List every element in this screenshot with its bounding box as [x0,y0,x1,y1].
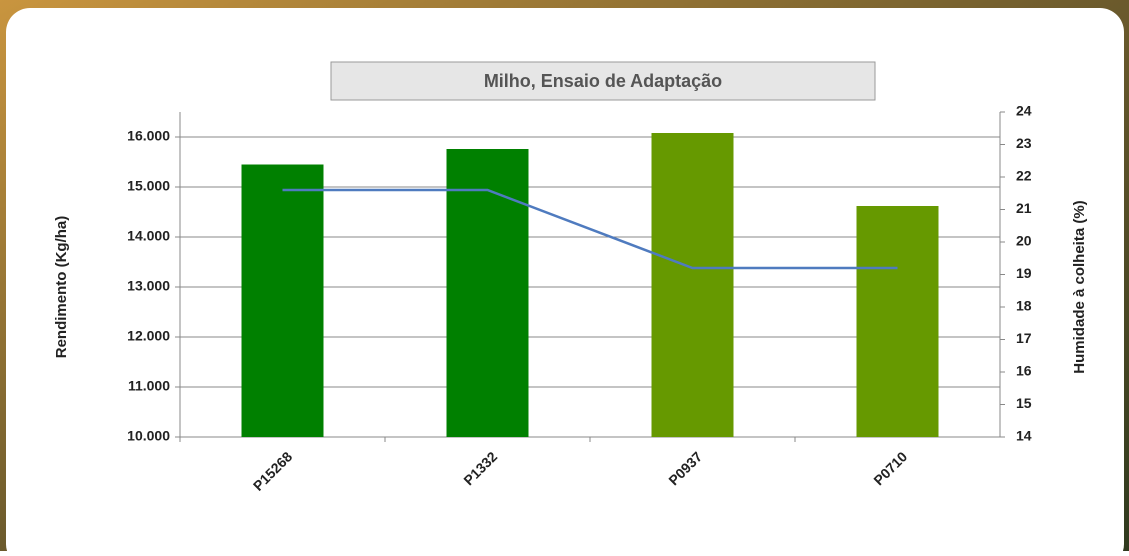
chart-title: Milho, Ensaio de Adaptação [484,71,722,91]
y2-tick-label: 21 [1016,200,1032,216]
bar [446,149,529,437]
y-tick-label: 14.000 [127,228,170,244]
y2-tick-label: 14 [1016,428,1032,444]
y-axis-label: Rendimento (Kg/ha) [53,216,70,359]
y2-tick-label: 16 [1016,363,1032,379]
y2-tick-label: 19 [1016,265,1032,281]
y2-tick-label: 20 [1016,233,1032,249]
y-tick-label: 12.000 [127,328,170,344]
y-tick-label: 11.000 [128,378,170,394]
bar [651,133,734,437]
bar [856,206,939,437]
y-tick-label: 15.000 [127,178,170,194]
y-tick-label: 10.000 [127,428,170,444]
y-tick-label: 16.000 [127,128,170,144]
y2-tick-label: 18 [1016,298,1032,314]
y2-tick-label: 23 [1016,135,1032,151]
title-box [330,61,876,101]
y2-tick-label: 17 [1016,330,1032,346]
y-tick-label: 13.000 [127,278,170,294]
line [282,188,898,270]
y2-axis-label: Humidade à colheita (%) [1071,200,1088,373]
y2-tick-label: 22 [1016,168,1032,184]
y2-tick-label: 24 [1016,103,1032,119]
bar [241,164,324,437]
y2-tick-label: 15 [1016,395,1032,411]
